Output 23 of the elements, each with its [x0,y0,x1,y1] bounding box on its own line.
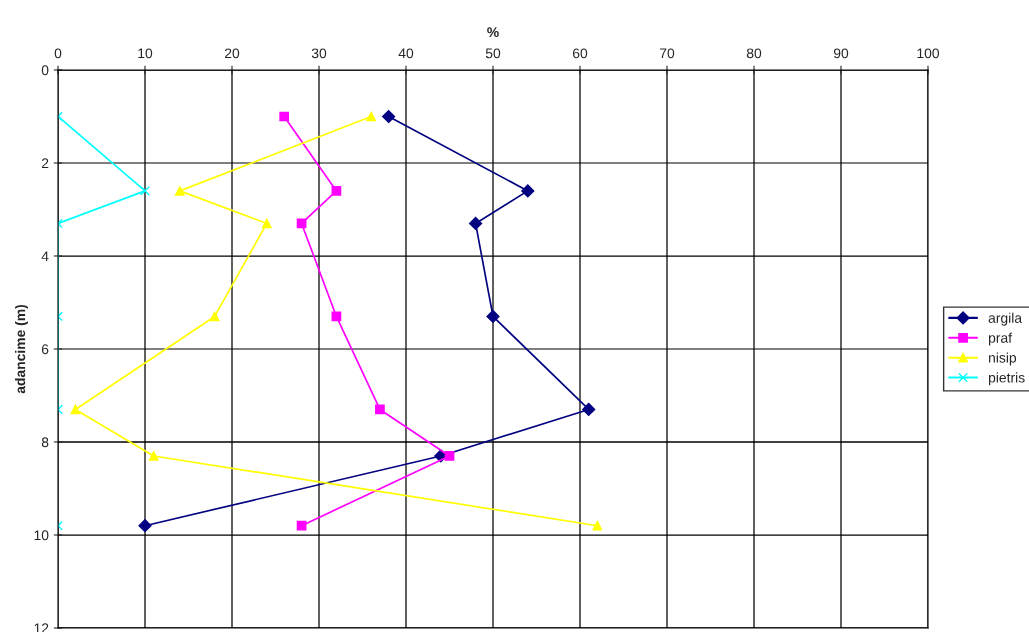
x-tick-label: 50 [485,48,501,59]
x-tick-label: 60 [572,48,588,59]
legend-label: argila [988,312,1023,326]
y-axis-title: adancime (m) [15,304,28,394]
x-tick-label: 30 [311,48,327,59]
x-tick-label: 0 [54,48,62,59]
y-tick-label: 8 [41,437,49,448]
y-tick-label: 10 [34,530,49,541]
x-tick-label: 100 [917,48,940,59]
x-tick-label: 10 [138,48,153,59]
x-tick-label: 20 [224,48,240,59]
legend-label: nisip [989,352,1017,366]
x-tick-label: 90 [833,48,849,59]
legend-label: pietris [988,372,1025,386]
x-tick-label: 80 [746,48,762,59]
x-axis-title: % [487,27,499,38]
y-tick-label: 6 [41,344,49,355]
x-tick-label: 40 [398,48,414,59]
y-tick-label: 2 [41,158,49,169]
y-tick-label: 0 [41,65,49,76]
x-tick-label: 70 [659,48,675,59]
y-tick-label: 4 [41,251,49,262]
legend-label: praf [988,332,1013,346]
